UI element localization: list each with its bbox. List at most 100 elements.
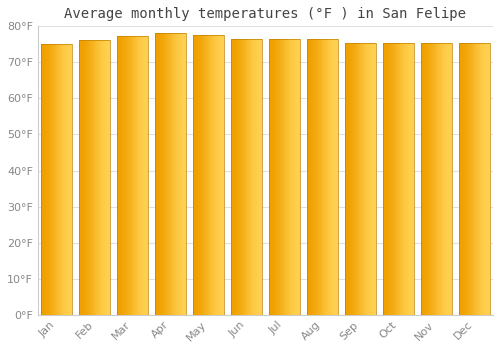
Bar bbox=[434, 42, 436, 315]
Bar bbox=[68, 44, 70, 315]
Bar bbox=[476, 42, 477, 315]
Bar bbox=[199, 35, 200, 315]
Bar bbox=[64, 44, 66, 315]
Bar bbox=[166, 34, 168, 315]
Bar bbox=[93, 40, 94, 315]
Bar bbox=[400, 42, 402, 315]
Bar bbox=[438, 42, 440, 315]
Bar bbox=[57, 44, 58, 315]
Bar bbox=[142, 36, 143, 315]
Bar bbox=[256, 38, 258, 315]
Bar bbox=[222, 35, 224, 315]
Bar bbox=[272, 39, 273, 315]
Bar bbox=[283, 39, 284, 315]
Bar bbox=[286, 39, 288, 315]
Bar bbox=[174, 34, 176, 315]
Bar bbox=[470, 42, 471, 315]
Bar bbox=[386, 42, 388, 315]
Bar bbox=[117, 36, 148, 315]
Bar bbox=[250, 38, 251, 315]
Bar bbox=[210, 35, 211, 315]
Bar bbox=[146, 36, 148, 315]
Bar bbox=[489, 42, 490, 315]
Bar bbox=[108, 40, 110, 315]
Bar bbox=[102, 40, 104, 315]
Bar bbox=[261, 38, 262, 315]
Bar bbox=[197, 35, 198, 315]
Bar bbox=[104, 40, 105, 315]
Bar bbox=[408, 42, 409, 315]
Bar bbox=[319, 39, 320, 315]
Bar bbox=[402, 42, 403, 315]
Bar bbox=[60, 44, 62, 315]
Bar bbox=[413, 42, 414, 315]
Bar bbox=[392, 42, 393, 315]
Bar bbox=[200, 35, 201, 315]
Bar bbox=[344, 42, 376, 315]
Bar bbox=[321, 39, 322, 315]
Bar bbox=[41, 44, 42, 315]
Bar bbox=[288, 39, 289, 315]
Bar bbox=[238, 38, 240, 315]
Bar bbox=[358, 42, 360, 315]
Bar bbox=[390, 42, 392, 315]
Bar bbox=[335, 39, 336, 315]
Bar bbox=[382, 42, 384, 315]
Bar bbox=[97, 40, 98, 315]
Bar bbox=[361, 42, 362, 315]
Bar bbox=[331, 39, 332, 315]
Bar bbox=[128, 36, 129, 315]
Bar bbox=[43, 44, 44, 315]
Bar bbox=[105, 40, 106, 315]
Bar bbox=[141, 36, 142, 315]
Bar bbox=[347, 42, 348, 315]
Bar bbox=[357, 42, 358, 315]
Bar bbox=[462, 42, 463, 315]
Bar bbox=[231, 38, 262, 315]
Bar bbox=[407, 42, 408, 315]
Bar bbox=[233, 38, 234, 315]
Bar bbox=[384, 42, 385, 315]
Bar bbox=[216, 35, 217, 315]
Bar bbox=[297, 39, 298, 315]
Bar bbox=[255, 38, 256, 315]
Bar bbox=[312, 39, 313, 315]
Bar bbox=[158, 34, 159, 315]
Bar bbox=[355, 42, 356, 315]
Bar bbox=[323, 39, 324, 315]
Bar bbox=[463, 42, 464, 315]
Bar bbox=[480, 42, 481, 315]
Bar bbox=[45, 44, 46, 315]
Bar bbox=[451, 42, 452, 315]
Bar bbox=[144, 36, 145, 315]
Bar bbox=[420, 42, 452, 315]
Bar bbox=[432, 42, 433, 315]
Bar bbox=[164, 34, 165, 315]
Bar bbox=[48, 44, 49, 315]
Bar bbox=[322, 39, 323, 315]
Bar bbox=[170, 34, 172, 315]
Bar bbox=[365, 42, 366, 315]
Bar bbox=[245, 38, 246, 315]
Bar bbox=[269, 39, 300, 315]
Bar bbox=[474, 42, 475, 315]
Bar bbox=[485, 42, 486, 315]
Bar bbox=[241, 38, 242, 315]
Bar bbox=[44, 44, 45, 315]
Bar bbox=[130, 36, 131, 315]
Bar bbox=[372, 42, 373, 315]
Bar bbox=[461, 42, 462, 315]
Bar bbox=[122, 36, 124, 315]
Bar bbox=[307, 39, 308, 315]
Bar bbox=[391, 42, 392, 315]
Bar bbox=[382, 42, 414, 315]
Bar bbox=[274, 39, 275, 315]
Bar bbox=[276, 39, 278, 315]
Bar bbox=[204, 35, 206, 315]
Bar bbox=[251, 38, 252, 315]
Bar bbox=[472, 42, 474, 315]
Bar bbox=[430, 42, 432, 315]
Bar bbox=[334, 39, 335, 315]
Bar bbox=[318, 39, 320, 315]
Bar bbox=[443, 42, 444, 315]
